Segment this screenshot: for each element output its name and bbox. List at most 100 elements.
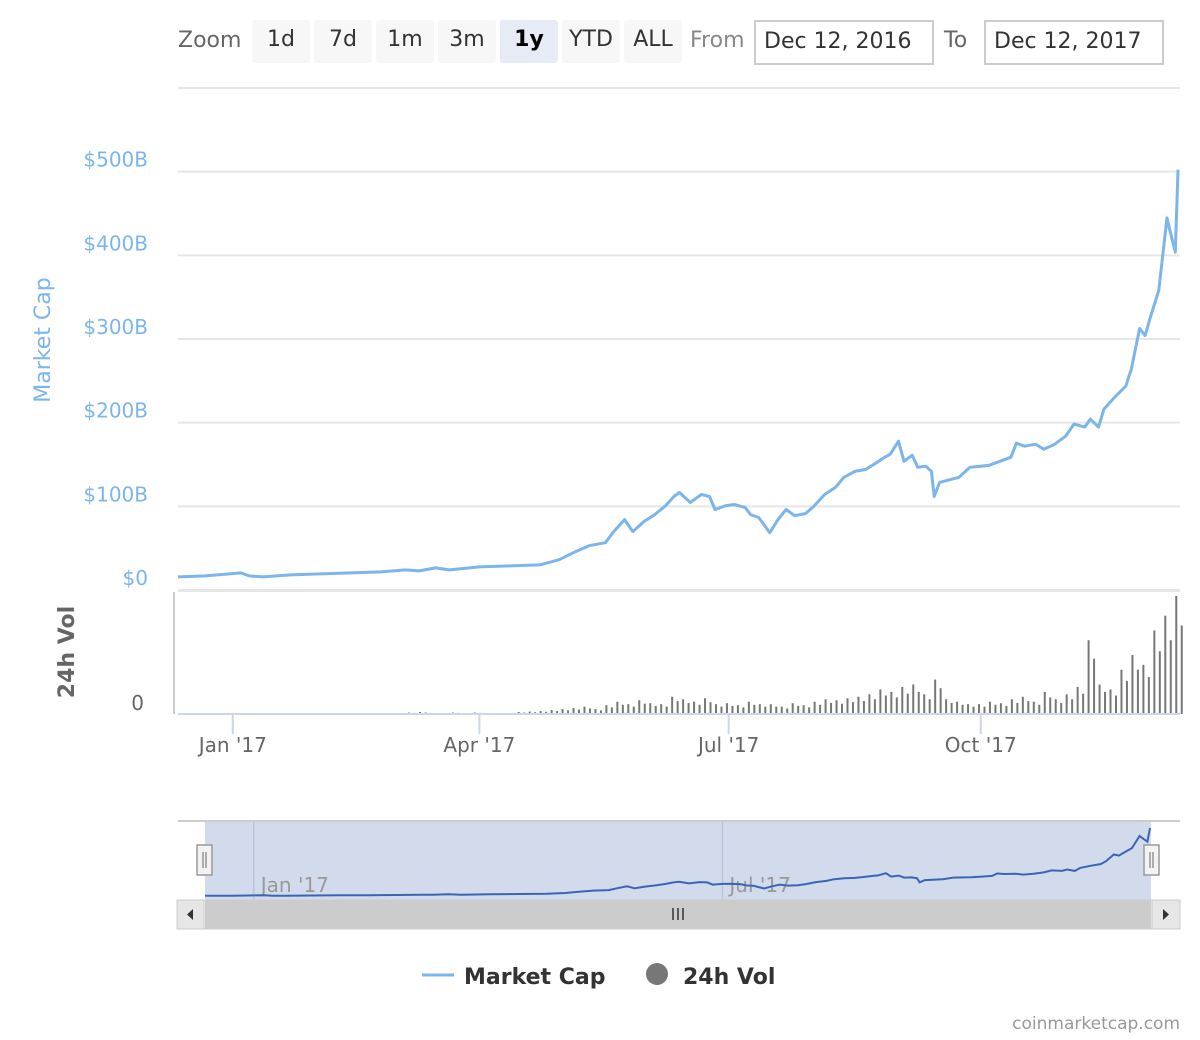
volume-bar bbox=[912, 684, 915, 714]
volume-bar bbox=[890, 691, 893, 714]
volume-bar bbox=[819, 704, 822, 714]
legend-item-volume[interactable]: 24h Vol bbox=[646, 963, 775, 990]
volume-bar bbox=[671, 696, 674, 714]
volume-bar bbox=[1071, 699, 1074, 714]
x-tick-label: Apr '17 bbox=[443, 733, 515, 757]
volume-bar bbox=[923, 694, 926, 714]
volume-bar bbox=[1021, 696, 1024, 714]
volume-bar bbox=[758, 704, 761, 714]
credits-link[interactable]: coinmarketcap.com bbox=[1012, 1014, 1180, 1034]
volume-bar bbox=[665, 706, 668, 714]
volume-bar bbox=[1082, 693, 1085, 714]
zoom-7d-button[interactable]: 7d bbox=[314, 20, 372, 63]
volume-bar bbox=[978, 704, 980, 714]
legend-item-market-cap[interactable]: Market Cap bbox=[422, 965, 605, 990]
navigator-right-handle[interactable] bbox=[1143, 844, 1160, 876]
volume-bar bbox=[1109, 689, 1112, 714]
volume-bar bbox=[1087, 640, 1090, 714]
volume-bar bbox=[1043, 691, 1046, 714]
volume-bar bbox=[961, 704, 964, 714]
volume-bar bbox=[753, 704, 756, 714]
volume-bar bbox=[945, 699, 948, 714]
volume-bar bbox=[720, 706, 723, 714]
volume-bar bbox=[835, 700, 838, 714]
volume-bar bbox=[967, 704, 970, 714]
zoom-3m-button[interactable]: 3m bbox=[438, 20, 496, 63]
volume-bar bbox=[1016, 702, 1019, 714]
volume-bar bbox=[1136, 669, 1139, 714]
legend-volume-label: 24h Vol bbox=[683, 965, 775, 990]
volume-bar bbox=[895, 697, 898, 714]
volume-bar bbox=[528, 711, 531, 714]
volume-bar bbox=[857, 696, 860, 714]
x-tick-label: Jan '17 bbox=[197, 733, 267, 757]
volume-bar bbox=[1114, 695, 1117, 714]
y-tick-label: $400B bbox=[83, 231, 148, 255]
volume-bar bbox=[714, 704, 717, 714]
to-date-input[interactable]: Dec 12, 2017 bbox=[984, 20, 1164, 65]
y-tick-label: $300B bbox=[83, 315, 148, 339]
volume-bar bbox=[999, 703, 1002, 714]
zoom-1y-button[interactable]: 1y bbox=[500, 20, 558, 63]
volume-bar bbox=[983, 706, 986, 714]
volume-bar bbox=[731, 705, 734, 714]
volume-bar bbox=[939, 688, 942, 714]
volume-bar bbox=[698, 704, 701, 714]
volume-bar bbox=[1010, 699, 1013, 714]
volume-bar bbox=[950, 702, 953, 714]
volume-bar bbox=[632, 706, 635, 714]
volume-bar bbox=[1120, 669, 1123, 714]
volume-bar bbox=[616, 701, 619, 714]
arrow-left-icon bbox=[187, 909, 193, 920]
volume-bar bbox=[934, 679, 937, 714]
navigator-left-handle[interactable] bbox=[196, 844, 213, 876]
volume-bar bbox=[1098, 684, 1101, 714]
volume-bar bbox=[1131, 655, 1134, 714]
volume-bar bbox=[862, 701, 865, 714]
volume-bar bbox=[988, 701, 991, 714]
volume-bar bbox=[1180, 625, 1183, 714]
volume-bar bbox=[797, 705, 800, 714]
volume-bar bbox=[830, 702, 833, 714]
volume-bar bbox=[1153, 630, 1156, 714]
market-cap-line bbox=[177, 169, 1180, 579]
zoom-all-button[interactable]: ALL bbox=[624, 20, 682, 63]
scrollbar-left-button[interactable] bbox=[176, 899, 205, 930]
volume-bar bbox=[802, 705, 805, 714]
volume-bar bbox=[578, 709, 580, 714]
volume-bar bbox=[1065, 694, 1068, 714]
from-label: From bbox=[690, 28, 745, 53]
volume-bar bbox=[1093, 658, 1096, 714]
zoom-ytd-button[interactable]: YTD bbox=[562, 20, 620, 63]
volume-bar bbox=[687, 702, 690, 714]
volume-bar bbox=[879, 689, 882, 714]
volume-bar bbox=[1076, 686, 1079, 714]
volume-bar bbox=[808, 707, 811, 714]
volume-bar bbox=[588, 708, 591, 714]
volume-bar bbox=[660, 704, 663, 714]
zoom-1d-button[interactable]: 1d bbox=[252, 20, 310, 63]
navigator-tick-label: Jan '17 bbox=[259, 873, 329, 897]
volume-bar bbox=[873, 699, 876, 714]
volume-bar bbox=[1032, 701, 1035, 714]
from-date-input[interactable]: Dec 12, 2016 bbox=[754, 20, 934, 65]
volume-bar bbox=[545, 711, 548, 714]
volume-bar bbox=[599, 710, 602, 714]
volume-bar bbox=[1060, 702, 1063, 714]
navigator-selected-range[interactable] bbox=[205, 822, 1151, 900]
zoom-1m-button[interactable]: 1m bbox=[376, 20, 434, 63]
volume-bar bbox=[1125, 680, 1128, 714]
volume-bar bbox=[556, 711, 559, 714]
volume-bar bbox=[561, 709, 564, 714]
scrollbar-right-button[interactable] bbox=[1151, 899, 1181, 930]
volume-bar bbox=[572, 708, 575, 714]
volume-bar bbox=[1164, 615, 1167, 714]
volume-bar bbox=[643, 703, 646, 714]
volume-bar bbox=[972, 706, 975, 714]
volume-bar bbox=[813, 701, 816, 714]
x-tick-label: Jul '17 bbox=[696, 733, 759, 757]
volume-bar bbox=[605, 705, 608, 714]
scrollbar-thumb-grip-icon bbox=[672, 908, 684, 920]
volume-bar bbox=[725, 703, 728, 714]
volume-bar bbox=[610, 707, 613, 714]
